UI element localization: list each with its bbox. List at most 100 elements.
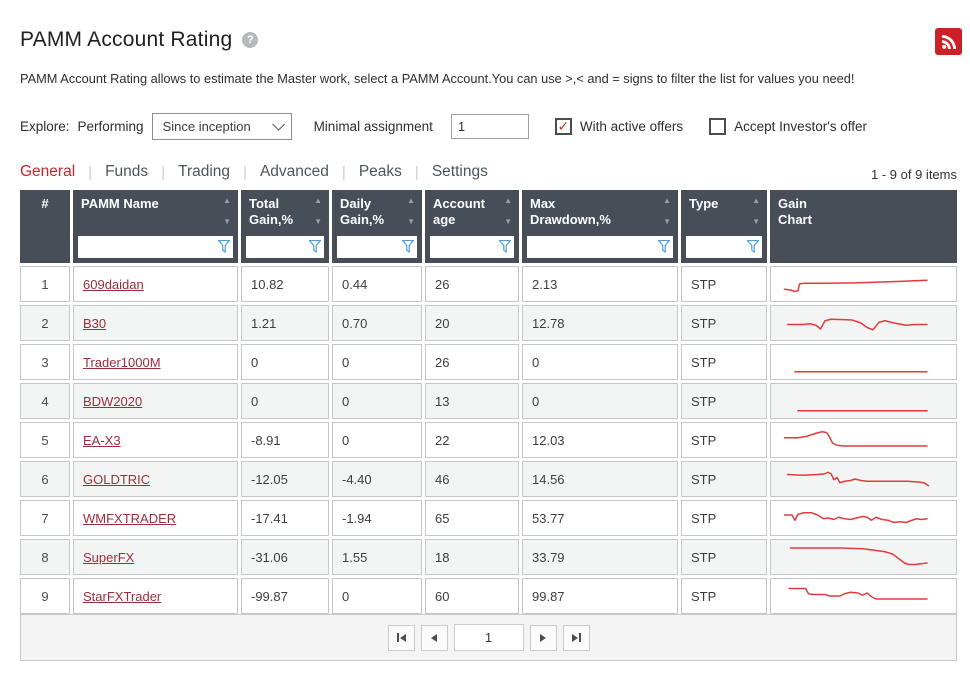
pamm-account-link[interactable]: WMFXTRADER <box>83 510 177 526</box>
checkbox-checked-icon[interactable]: ✓ <box>554 118 572 135</box>
sort-up-icon[interactable]: ▲ <box>663 196 671 205</box>
with-active-offers-checkbox[interactable]: ✓ With active offers <box>554 118 683 135</box>
row-index: 3 <box>20 344 70 380</box>
column-header-account_age[interactable]: Account age ▲ ▼ <box>425 190 519 263</box>
filter-input-account_age[interactable] <box>430 236 514 258</box>
pamm-account-link[interactable]: B30 <box>83 315 107 331</box>
daily-gain-cell: -4.40 <box>332 461 422 497</box>
daily-gain-cell: 0.70 <box>332 305 422 341</box>
page-number-input[interactable] <box>453 624 524 651</box>
funnel-icon[interactable] <box>309 240 321 253</box>
items-count: 1 - 9 of 9 items <box>871 167 957 182</box>
tab-separator: | <box>341 163 346 181</box>
filter-input-max_drawdown[interactable] <box>527 236 673 258</box>
pagination-bar <box>20 614 957 661</box>
filter-input-type[interactable] <box>686 236 762 258</box>
pamm-account-link[interactable]: EA-X3 <box>83 432 121 448</box>
type-cell: STP <box>681 422 767 458</box>
first-page-button[interactable] <box>387 624 415 651</box>
funnel-icon[interactable] <box>402 240 414 253</box>
sort-down-icon[interactable]: ▼ <box>223 217 231 226</box>
pamm-account-link[interactable]: BDW2020 <box>83 393 143 409</box>
prev-page-button[interactable] <box>420 624 448 651</box>
pamm-name-cell: EA-X3 <box>73 422 238 458</box>
sort-up-icon[interactable]: ▲ <box>223 196 231 205</box>
pamm-name-cell: WMFXTRADER <box>73 500 238 536</box>
type-cell: STP <box>681 578 767 614</box>
accept-investors-offer-checkbox[interactable]: Accept Investor's offer <box>709 118 867 135</box>
rss-icon[interactable] <box>935 28 962 55</box>
pamm-name-cell: B30 <box>73 305 238 341</box>
tab-general[interactable]: General <box>20 163 76 180</box>
gain-chart-cell <box>770 500 957 536</box>
sort-up-icon[interactable]: ▲ <box>407 196 415 205</box>
type-cell: STP <box>681 539 767 575</box>
pamm-account-link[interactable]: Trader1000M <box>83 354 161 370</box>
account-age-cell: 26 <box>425 266 519 302</box>
gain-chart-cell <box>770 578 957 614</box>
sort-up-icon[interactable]: ▲ <box>752 196 760 205</box>
tab-peaks[interactable]: Peaks <box>358 163 402 180</box>
tab-settings[interactable]: Settings <box>431 163 488 180</box>
tab-trading[interactable]: Trading <box>178 163 231 180</box>
minimal-assignment-label: Minimal assignment <box>313 119 433 134</box>
column-label: Account age <box>433 196 485 227</box>
sort-down-icon[interactable]: ▼ <box>663 217 671 226</box>
filter-input-name[interactable] <box>78 236 233 258</box>
tab-advanced[interactable]: Advanced <box>259 163 329 180</box>
column-header-type[interactable]: Type ▲ ▼ <box>681 190 767 263</box>
funnel-icon[interactable] <box>658 240 670 253</box>
minimal-assignment-input[interactable] <box>450 114 529 139</box>
tab-funds[interactable]: Funds <box>105 163 149 180</box>
funnel-icon[interactable] <box>218 240 230 253</box>
row-index: 9 <box>20 578 70 614</box>
column-header-daily_gain[interactable]: Daily Gain,% ▲ ▼ <box>332 190 422 263</box>
column-header-max_drawdown[interactable]: Max Drawdown,% ▲ ▼ <box>522 190 678 263</box>
page-title: PAMM Account Rating <box>20 28 233 51</box>
filter-input-daily_gain[interactable] <box>337 236 417 258</box>
checkbox-unchecked-icon[interactable] <box>709 118 727 135</box>
tab-separator: | <box>88 163 93 181</box>
sort-up-icon[interactable]: ▲ <box>504 196 512 205</box>
column-label: Type <box>689 196 719 211</box>
sort-down-icon[interactable]: ▼ <box>504 217 512 226</box>
funnel-icon[interactable] <box>499 240 511 253</box>
column-label: Daily Gain,% <box>340 196 385 227</box>
daily-gain-cell: 0 <box>332 422 422 458</box>
column-label: PAMM Name <box>81 196 159 211</box>
pamm-account-link[interactable]: 609daidan <box>83 276 144 292</box>
column-label: # <box>41 196 49 211</box>
gain-sparkline <box>780 347 930 377</box>
pamm-account-link[interactable]: SuperFX <box>83 549 135 565</box>
max-drawdown-cell: 99.87 <box>522 578 678 614</box>
column-header-name[interactable]: PAMM Name ▲ ▼ <box>73 190 238 263</box>
pamm-name-cell: 609daidan <box>73 266 238 302</box>
sort-down-icon[interactable]: ▼ <box>407 217 415 226</box>
max-drawdown-cell: 53.77 <box>522 500 678 536</box>
help-icon[interactable]: ? <box>242 32 259 48</box>
gain-sparkline <box>780 464 930 494</box>
filter-cell <box>78 236 233 258</box>
pamm-account-link[interactable]: StarFXTrader <box>83 588 162 604</box>
account-age-cell: 13 <box>425 383 519 419</box>
account-age-cell: 46 <box>425 461 519 497</box>
filter-cell <box>527 236 673 258</box>
column-header-total_gain[interactable]: Total Gain,% ▲ ▼ <box>241 190 329 263</box>
type-cell: STP <box>681 344 767 380</box>
filter-input-total_gain[interactable] <box>246 236 324 258</box>
period-select[interactable]: Since inception <box>151 113 292 140</box>
daily-gain-cell: 0 <box>332 383 422 419</box>
gain-sparkline <box>780 425 930 455</box>
last-page-button[interactable] <box>562 624 590 651</box>
sort-down-icon[interactable]: ▼ <box>752 217 760 226</box>
pamm-account-link[interactable]: GOLDTRIC <box>83 471 151 487</box>
type-cell: STP <box>681 266 767 302</box>
column-label: Max Drawdown,% <box>530 196 611 227</box>
account-age-cell: 65 <box>425 500 519 536</box>
sort-down-icon[interactable]: ▼ <box>314 217 322 226</box>
funnel-icon[interactable] <box>747 240 759 253</box>
next-page-button[interactable] <box>529 624 557 651</box>
sort-up-icon[interactable]: ▲ <box>314 196 322 205</box>
daily-gain-cell: -1.94 <box>332 500 422 536</box>
